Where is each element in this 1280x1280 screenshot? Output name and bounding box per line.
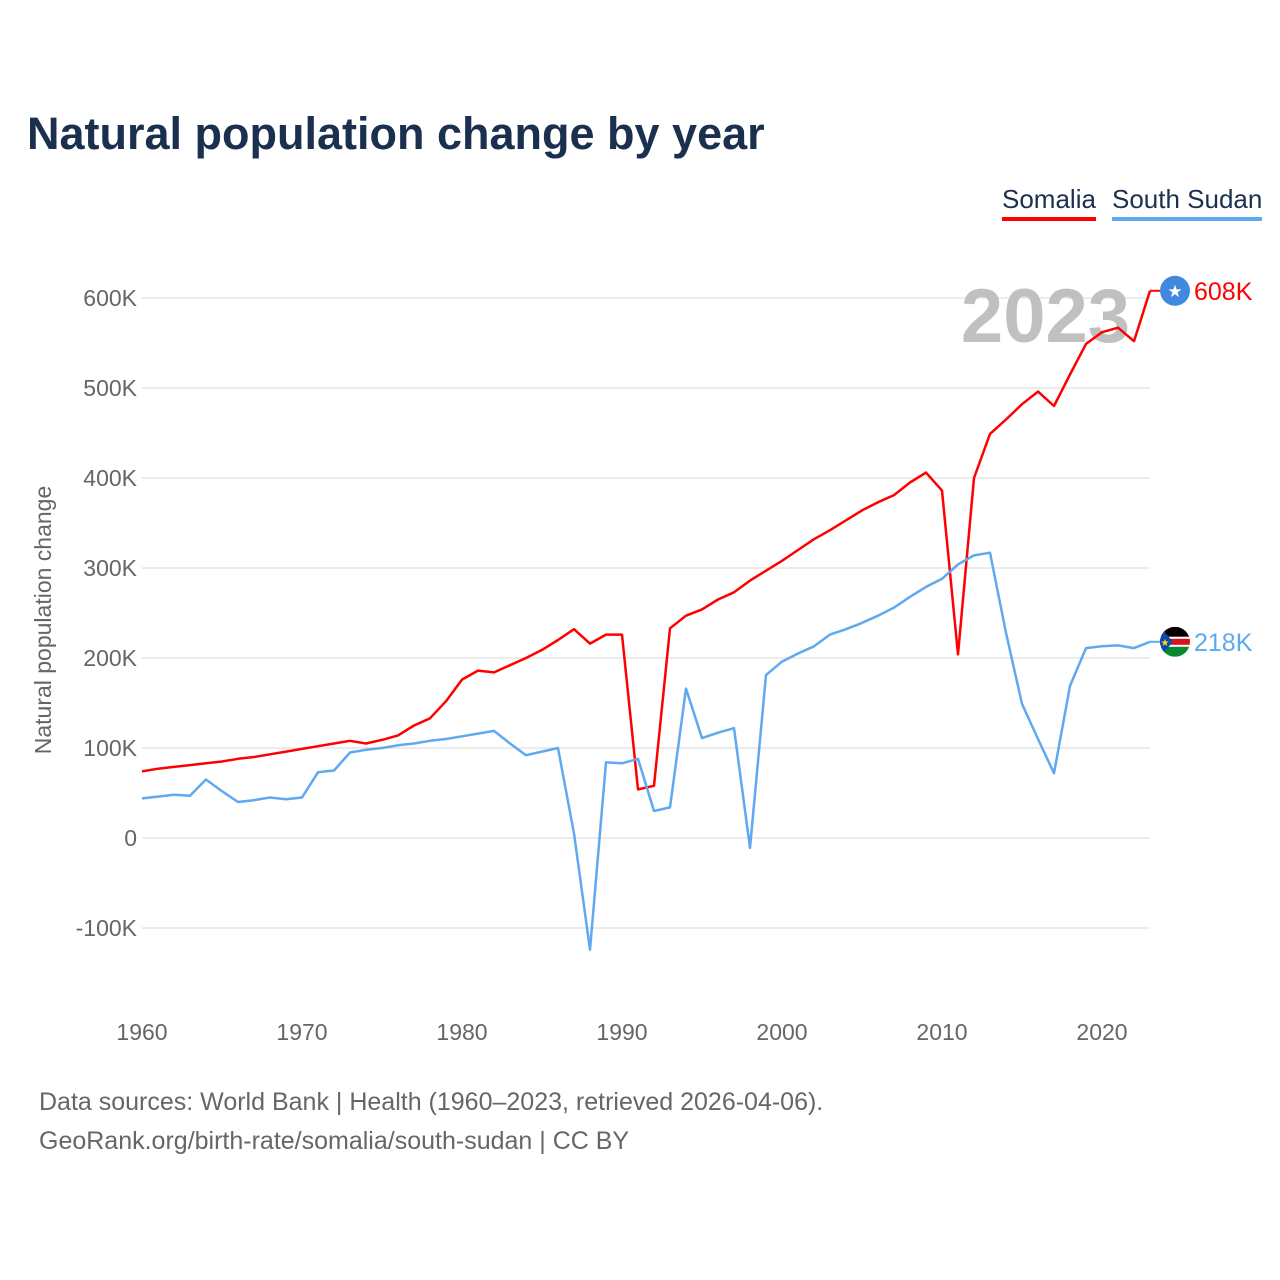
- y-tick-label: -100K: [76, 915, 138, 941]
- flag-somalia-icon: ★: [1160, 275, 1190, 306]
- stripe: [1160, 646, 1190, 657]
- flag-body: ★: [1160, 626, 1190, 657]
- year-watermark: 2023: [961, 274, 1130, 359]
- end-value-label: 608K: [1194, 278, 1253, 306]
- x-tick-label: 1980: [436, 1019, 487, 1045]
- legend-somalia[interactable]: Somalia: [1002, 184, 1096, 221]
- stripe: [1160, 626, 1190, 637]
- series-line-south-sudan: [141, 551, 1151, 951]
- flag-circle: [1160, 275, 1190, 306]
- x-tick-label: 1990: [596, 1019, 647, 1045]
- y-tick-label: 100K: [83, 735, 137, 761]
- line-chart: 600K 500K 400K 300K 200K 100K 0 -100K 1960 1970 19…: [30, 274, 1253, 1045]
- stripe: [1160, 638, 1190, 645]
- y-tick-label: 0: [124, 825, 137, 851]
- x-tick-label: 2000: [756, 1019, 807, 1045]
- y-tick-label: 600K: [83, 285, 137, 311]
- end-value-label: 218K: [1194, 629, 1253, 657]
- x-tick-label: 1960: [116, 1019, 167, 1045]
- flag-south-sudan-icon: ★: [1160, 626, 1190, 657]
- footer-sources: Data sources: World Bank | Health (1960–…: [39, 1088, 824, 1116]
- y-tick-label: 400K: [83, 465, 137, 491]
- y-tick-label: 200K: [83, 645, 137, 671]
- triangle: [1160, 626, 1173, 657]
- y-axis-label: Natural population change: [30, 486, 56, 755]
- chart-title: Natural population change by year: [27, 108, 765, 159]
- footer-url[interactable]: GeoRank.org/birth-rate/somalia/south-sud…: [39, 1127, 630, 1155]
- series-line-somalia: [141, 290, 1152, 791]
- y-tick-label: 300K: [83, 555, 137, 581]
- x-tick-label: 2010: [916, 1019, 967, 1045]
- x-tick-label: 1970: [276, 1019, 327, 1045]
- star-icon: ★: [1161, 638, 1170, 649]
- star-icon: ★: [1167, 282, 1182, 301]
- legend-south-sudan[interactable]: South Sudan: [1112, 184, 1263, 221]
- x-tick-label: 2020: [1076, 1019, 1127, 1045]
- y-tick-label: 500K: [83, 375, 137, 401]
